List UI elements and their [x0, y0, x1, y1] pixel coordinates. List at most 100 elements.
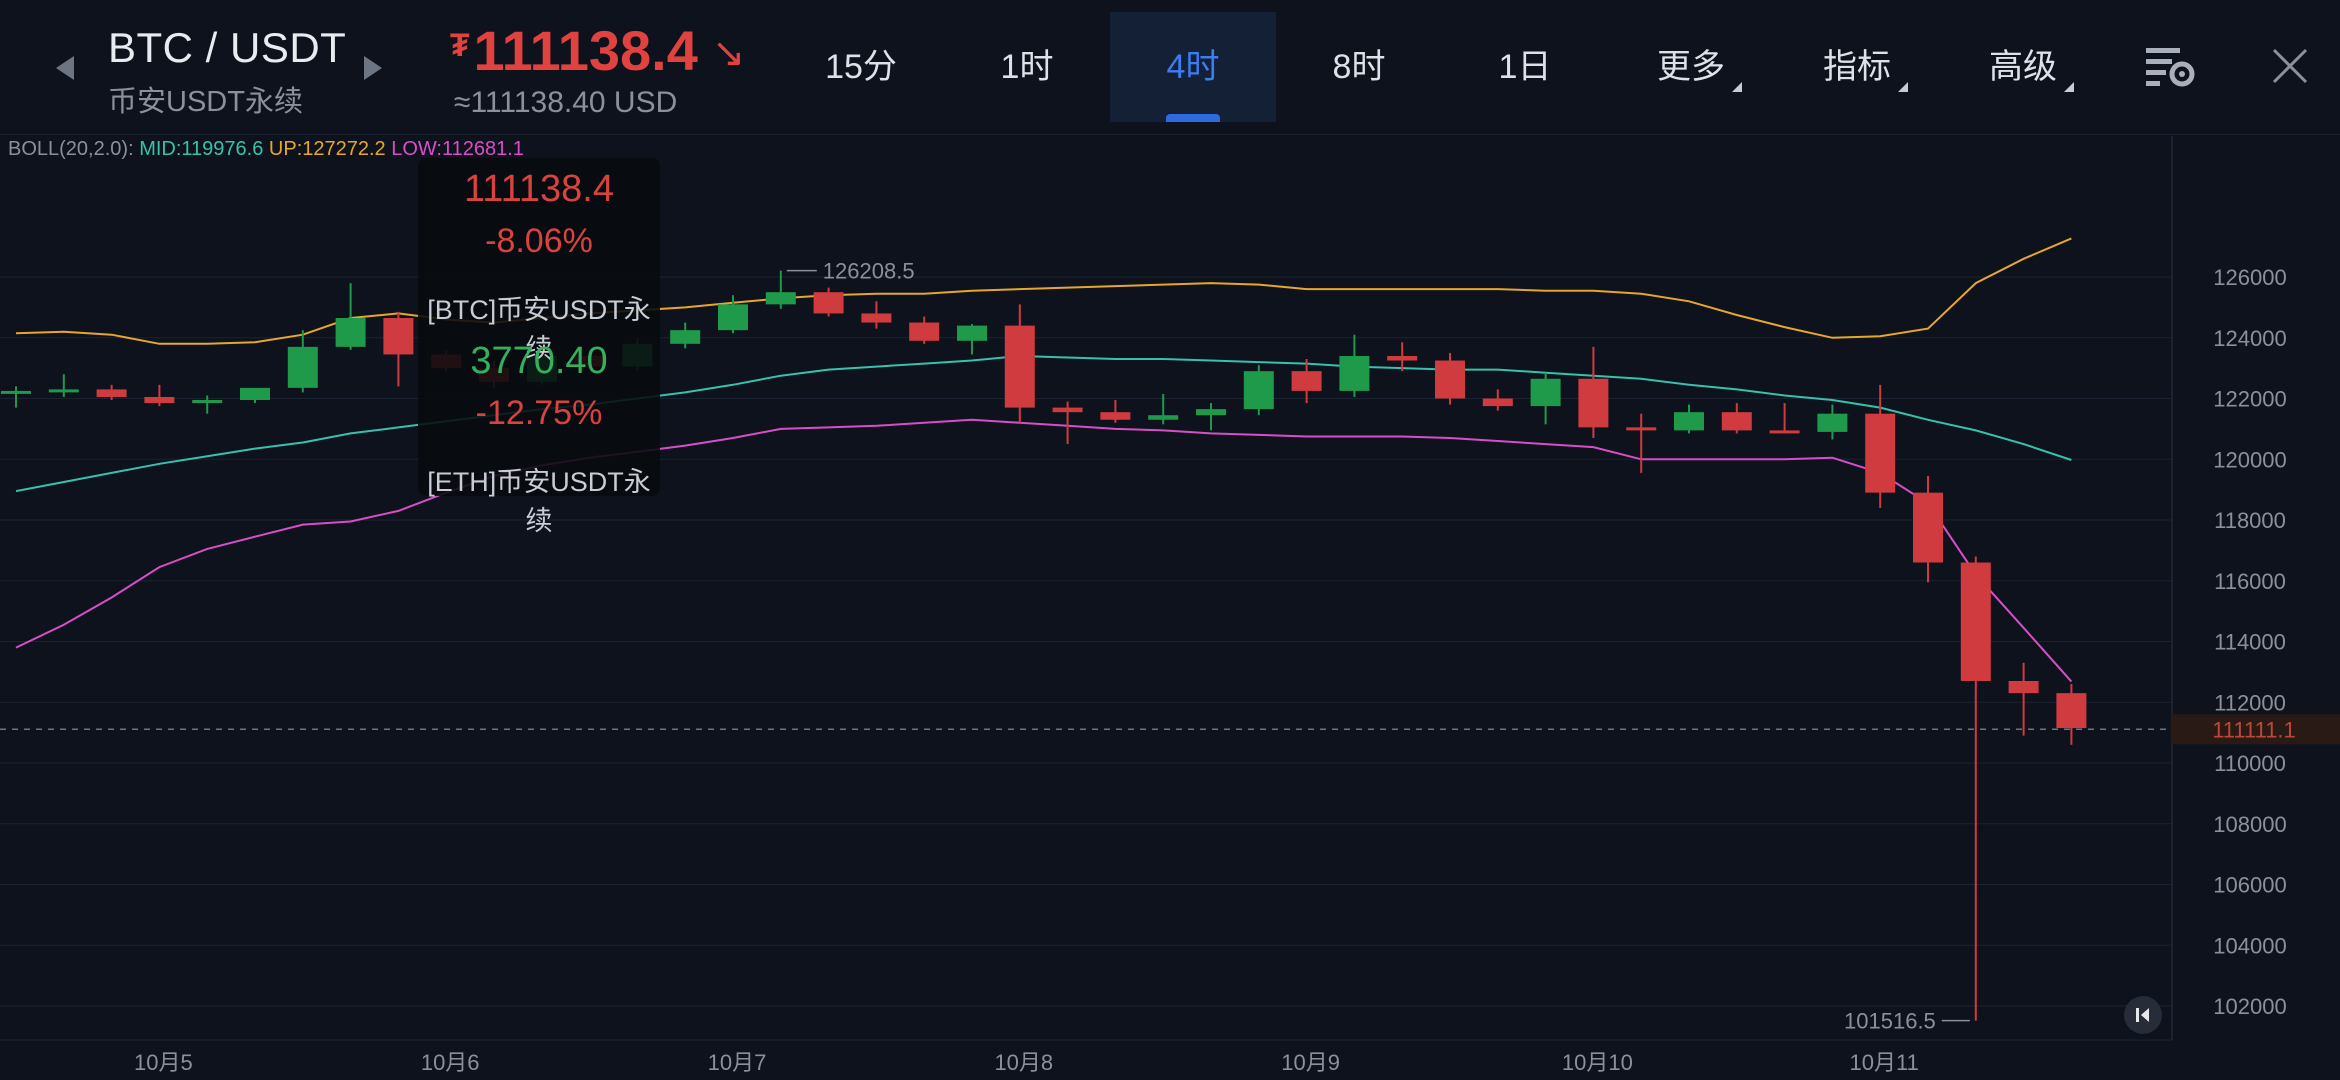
- trend-down-arrow-icon: ↘: [711, 31, 746, 75]
- candle-down: [861, 313, 892, 323]
- eth-name: [ETH]币安USDT永续: [427, 467, 651, 536]
- candle-up: [1243, 371, 1274, 410]
- y-tick-label: 120000: [2213, 447, 2286, 472]
- compare-tooltip: 111138.4 -8.06% [BTC]币安USDT永续 3770.40 -1…: [418, 158, 660, 536]
- low-marker-label: 101516.5: [1844, 1009, 1936, 1034]
- y-tick-label: 116000: [2214, 569, 2286, 594]
- close-icon[interactable]: [2272, 48, 2308, 84]
- btc-name: [BTC]币安USDT永续: [427, 295, 651, 364]
- candle-down: [1052, 407, 1083, 413]
- candle-up: [957, 325, 987, 341]
- candle-down: [1435, 360, 1465, 399]
- y-tick-label: 114000: [2214, 630, 2286, 655]
- y-tick-label: 112000: [2214, 690, 2286, 715]
- market-name: 币安USDT永续: [108, 86, 303, 118]
- candle-down: [1387, 355, 1418, 361]
- candle-down: [1913, 492, 1943, 563]
- boll-up-line: [15, 237, 2072, 345]
- candle-down: [1004, 325, 1035, 408]
- tab-advanced[interactable]: 高级: [1940, 12, 2106, 122]
- y-tick-label: 124000: [2213, 326, 2286, 351]
- tab-8h[interactable]: 8时: [1276, 12, 1442, 122]
- candle-up: [48, 389, 79, 393]
- candle-down: [96, 389, 127, 397]
- eth-price: 3770.40: [470, 340, 608, 382]
- candle-up: [287, 346, 318, 388]
- candle-down: [1960, 562, 1991, 681]
- jump-to-latest-button[interactable]: [2124, 996, 2162, 1034]
- candle-down: [144, 396, 175, 404]
- candle-up: [1339, 355, 1370, 391]
- y-tick-label: 122000: [2213, 387, 2286, 412]
- high-marker-label: 126208.5: [823, 259, 915, 284]
- previous-pair-arrow-icon[interactable]: [56, 56, 74, 80]
- candle-down: [1769, 430, 1800, 434]
- candle-up: [1148, 415, 1179, 420]
- tab-15m[interactable]: 15分: [778, 12, 944, 122]
- candle-down: [1291, 371, 1322, 391]
- boll-low: LOW:112681.1: [391, 138, 524, 160]
- boll-low-line: [15, 418, 2073, 683]
- y-tick-label: 106000: [2213, 873, 2286, 898]
- usdt-symbol: ₮: [450, 27, 470, 63]
- candles: [1, 270, 2087, 1021]
- x-tick-label: 10月8: [994, 1050, 1053, 1075]
- y-tick-label: 102000: [2213, 994, 2286, 1019]
- candle-down: [1626, 427, 1657, 431]
- candle-down: [813, 292, 844, 314]
- tab-label: 4时: [1166, 48, 1220, 86]
- x-tick-label: 10月5: [134, 1050, 193, 1075]
- eth-change: -12.75%: [475, 394, 603, 432]
- candle-up: [1196, 409, 1226, 416]
- tab-4h[interactable]: 4时: [1110, 12, 1276, 122]
- current-price-tag: [2172, 714, 2340, 745]
- boll-name: BOLL(20,2.0):: [8, 138, 134, 160]
- candle-up: [240, 387, 270, 401]
- axis-labels: 102000 104000 106000 108000 110000 112000 1140…: [134, 265, 2287, 1075]
- jump-to-latest-icon: [2136, 1008, 2149, 1022]
- y-tick-label: 118000: [2214, 508, 2286, 533]
- candle-up: [1817, 413, 1848, 432]
- tab-label: 1时: [1000, 48, 1054, 86]
- dropdown-caret-icon: [2064, 82, 2074, 92]
- candle-down: [1482, 398, 1513, 407]
- candle-down: [1100, 412, 1131, 420]
- candle-down: [1721, 412, 1752, 431]
- candle-up: [1, 390, 31, 394]
- next-pair-arrow-icon[interactable]: [364, 56, 382, 80]
- candle-down: [2008, 680, 2039, 694]
- x-tick-label: 10月10: [1562, 1050, 1633, 1075]
- chart-settings-icon[interactable]: [2144, 44, 2196, 88]
- price-markers: 111111.1 126208.5 101516.5: [0, 259, 2340, 1034]
- tab-label: 15分: [825, 48, 897, 86]
- tab-1d[interactable]: 1日: [1442, 12, 1608, 122]
- price-usd: ≈111138.40 USD: [454, 86, 678, 119]
- candle-up: [765, 292, 796, 305]
- boll-legend: BOLL(20,2.0): MID:119976.6 UP:127272.2 L…: [8, 138, 524, 161]
- candle-up: [1530, 378, 1561, 407]
- candle-up: [670, 330, 701, 344]
- tab-label: 指标: [1823, 48, 1891, 86]
- tab-indicators[interactable]: 指标: [1774, 12, 1940, 122]
- candle-down: [1578, 378, 1609, 428]
- candle-down: [383, 318, 414, 355]
- btc-price: 111138.4: [463, 168, 615, 210]
- tab-1h[interactable]: 1时: [944, 12, 1110, 122]
- x-tick-label: 10月6: [421, 1050, 480, 1075]
- boll-up: UP:127272.2: [268, 138, 386, 160]
- boll-mid-line: [15, 354, 2072, 493]
- pair-title[interactable]: BTC / USDT: [108, 24, 347, 71]
- y-tick-label: 126000: [2213, 265, 2286, 290]
- bollinger-bands: [15, 237, 2073, 683]
- y-tick-label: 110000: [2214, 751, 2286, 776]
- current-price-label: 111111.1: [2212, 717, 2296, 742]
- candle-down: [2056, 693, 2087, 729]
- candle-up: [718, 304, 748, 331]
- tab-label: 高级: [1989, 48, 2057, 86]
- tab-more[interactable]: 更多: [1608, 12, 1774, 122]
- x-tick-label: 10月7: [708, 1050, 767, 1075]
- tab-label: 8时: [1332, 48, 1386, 86]
- tab-label: 1日: [1498, 48, 1552, 86]
